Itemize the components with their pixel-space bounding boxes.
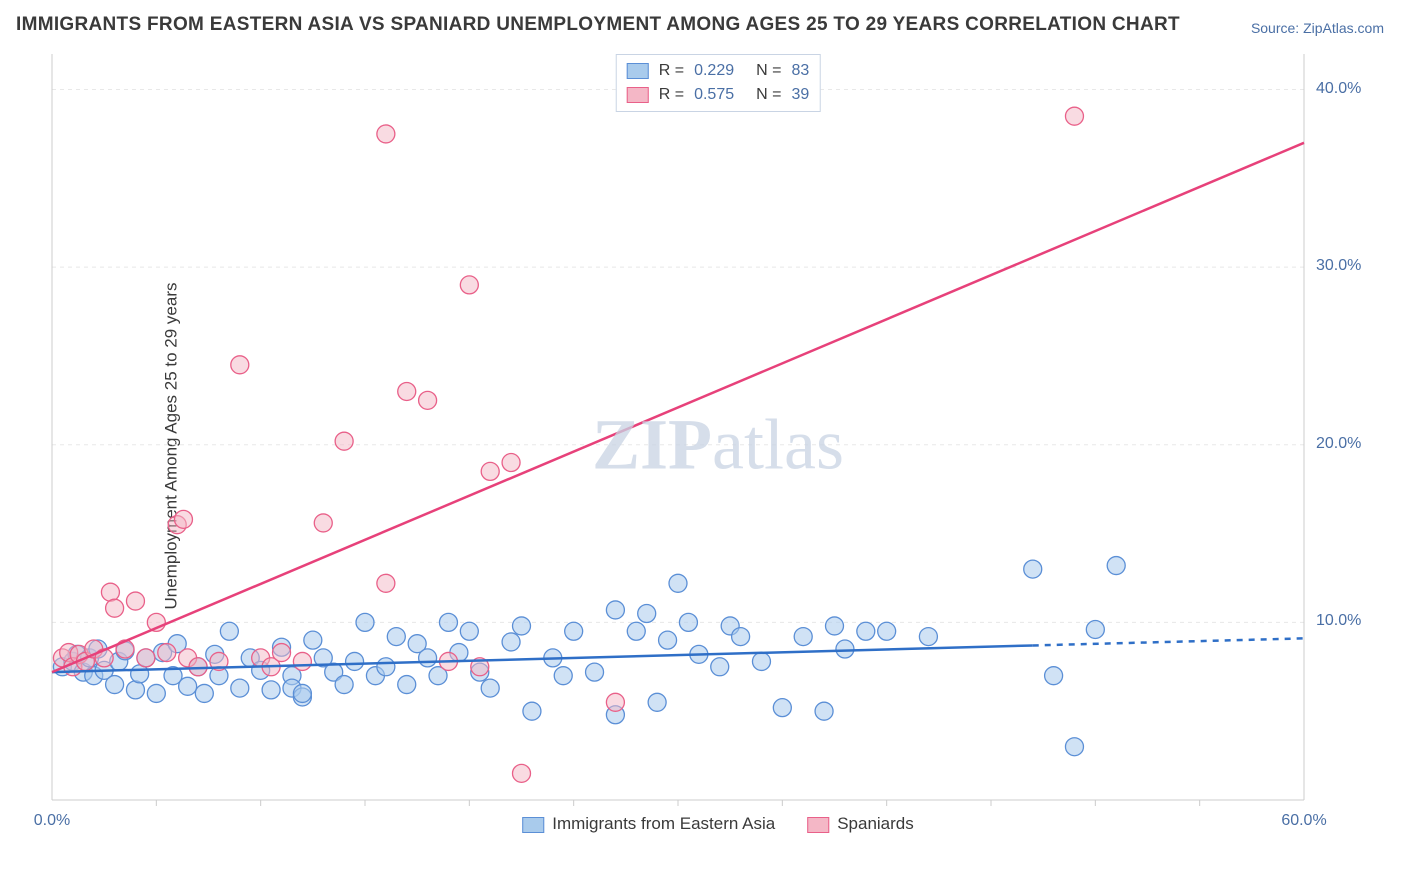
legend-r-value-1: 0.229 xyxy=(694,62,734,80)
y-tick-label: 20.0% xyxy=(1316,435,1361,453)
series-swatch-1 xyxy=(522,817,544,833)
legend-row-series1: R = 0.229 N = 83 xyxy=(627,59,810,83)
legend-swatch-2 xyxy=(627,87,649,103)
y-tick-label: 40.0% xyxy=(1316,80,1361,98)
x-tick-label: 60.0% xyxy=(1281,812,1326,830)
y-tick-label: 10.0% xyxy=(1316,612,1361,630)
legend-n-value-2: 39 xyxy=(791,86,809,104)
series-legend-item-2: Spaniards xyxy=(807,814,914,834)
legend-n-label-2: N = xyxy=(756,86,781,104)
series-legend: Immigrants from Eastern Asia Spaniards xyxy=(522,814,914,834)
legend-r-label-2: R = xyxy=(659,86,684,104)
series-legend-item-1: Immigrants from Eastern Asia xyxy=(522,814,775,834)
chart-svg xyxy=(48,50,1388,840)
legend-n-label-1: N = xyxy=(756,62,781,80)
x-tick-label: 0.0% xyxy=(34,812,70,830)
legend-r-label-1: R = xyxy=(659,62,684,80)
correlation-legend: R = 0.229 N = 83 R = 0.575 N = 39 xyxy=(616,54,821,112)
legend-r-value-2: 0.575 xyxy=(694,86,734,104)
legend-swatch-1 xyxy=(627,63,649,79)
series-swatch-2 xyxy=(807,817,829,833)
legend-row-series2: R = 0.575 N = 39 xyxy=(627,83,810,107)
chart-title: IMMIGRANTS FROM EASTERN ASIA VS SPANIARD… xyxy=(16,14,1180,36)
legend-n-value-1: 83 xyxy=(791,62,809,80)
y-tick-label: 30.0% xyxy=(1316,257,1361,275)
source-attribution: Source: ZipAtlas.com xyxy=(1251,20,1384,36)
chart-plot-area: ZIPatlas R = 0.229 N = 83 R = 0.575 N = … xyxy=(48,50,1388,840)
